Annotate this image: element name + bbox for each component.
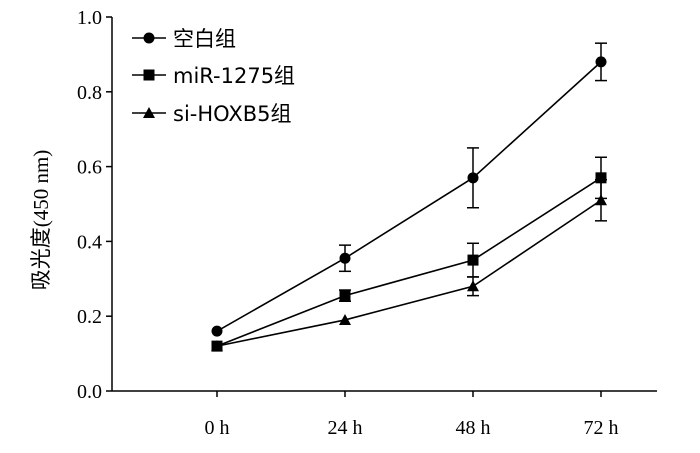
legend-item: miR-1275组	[132, 64, 295, 88]
series-layer	[211, 42, 607, 352]
y-tick-label: 0.0	[77, 381, 102, 403]
legend-item: si-HOXB5组	[132, 102, 291, 126]
legend-item: 空白组	[132, 27, 236, 51]
legend-label: miR-1275组	[173, 64, 295, 88]
legend: 空白组 miR-1275组 si-HOXB5组	[132, 27, 295, 126]
data-point-triangle	[339, 313, 351, 325]
legend-label: si-HOXB5组	[173, 102, 291, 126]
x-tick-label: 72 h	[584, 417, 619, 439]
x-tick-label: 24 h	[328, 417, 363, 439]
data-point-circle	[339, 252, 351, 264]
y-tick-label: 1.0	[77, 7, 102, 29]
y-tick-label: 0.4	[77, 231, 102, 253]
data-point-circle	[211, 325, 223, 337]
series-line	[216, 61, 602, 332]
data-point-square	[595, 172, 607, 184]
legend-label: 空白组	[173, 27, 236, 51]
axes: 0.0 0.2 0.4 0.6 0.8 1.0 0 h 24 h 48 h 72 h	[77, 7, 657, 439]
data-point-triangle	[467, 280, 479, 292]
x-tick-label: 0 h	[205, 417, 230, 439]
series-line	[216, 177, 602, 347]
data-point-circle	[467, 172, 479, 184]
y-axis-label: 吸光度(450 nm)	[29, 150, 53, 291]
data-point-circle	[143, 32, 155, 44]
data-point-square	[143, 69, 155, 81]
data-point-triangle	[143, 107, 155, 118]
y-tick-label: 0.8	[77, 82, 102, 104]
data-point-triangle	[211, 340, 223, 352]
series-2	[211, 178, 607, 352]
data-point-square	[467, 254, 479, 266]
y-tick-label: 0.6	[77, 157, 102, 179]
series-line	[216, 199, 602, 347]
series-0	[211, 42, 607, 337]
data-point-square	[339, 290, 351, 302]
x-tick-label: 48 h	[456, 417, 491, 439]
data-point-circle	[595, 56, 607, 68]
y-tick-label: 0.2	[77, 306, 102, 328]
series-1	[211, 156, 607, 352]
data-point-triangle	[595, 194, 607, 206]
